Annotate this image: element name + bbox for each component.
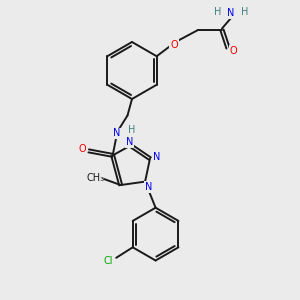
- Text: H: H: [128, 125, 135, 135]
- Text: O: O: [78, 144, 86, 154]
- Text: O: O: [170, 40, 178, 50]
- Text: H: H: [241, 7, 248, 17]
- Text: N: N: [153, 152, 160, 162]
- Text: N: N: [113, 128, 121, 139]
- Text: N: N: [126, 137, 134, 147]
- Text: O: O: [230, 46, 237, 56]
- Text: N: N: [227, 8, 235, 19]
- Text: N: N: [145, 182, 152, 192]
- Text: CH₃: CH₃: [87, 173, 105, 183]
- Text: Cl: Cl: [103, 256, 112, 266]
- Text: H: H: [214, 7, 221, 17]
